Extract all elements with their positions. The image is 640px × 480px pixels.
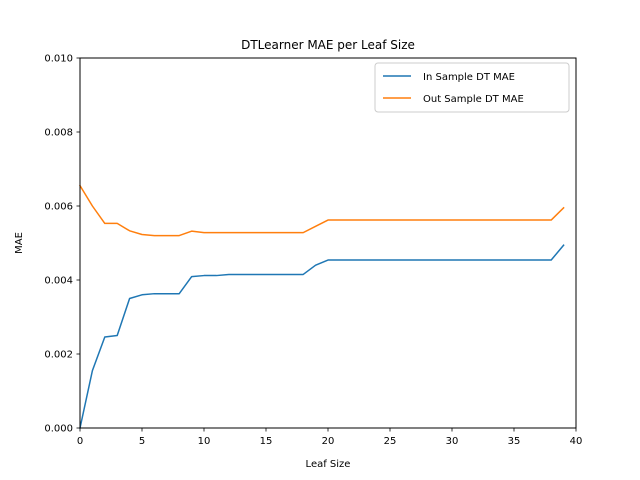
x-axis-label: Leaf Size — [306, 459, 351, 470]
x-tick-label: 15 — [260, 436, 273, 447]
x-tick-label: 25 — [384, 436, 397, 447]
x-tick-label: 30 — [446, 436, 459, 447]
y-tick-label: 0.002 — [44, 350, 73, 361]
y-tick-label: 0.010 — [44, 54, 73, 65]
x-tick-label: 20 — [322, 436, 335, 447]
chart-title: DTLearner MAE per Leaf Size — [241, 38, 415, 52]
legend: In Sample DT MAE Out Sample DT MAE — [374, 62, 570, 113]
x-tick-label: 35 — [508, 436, 521, 447]
x-tick-label: 10 — [198, 436, 211, 447]
series-line-in-sample — [79, 244, 565, 429]
legend-label-out-sample: Out Sample DT MAE — [423, 94, 524, 105]
x-tick-label: 5 — [139, 436, 145, 447]
legend-box — [374, 62, 570, 113]
x-tick-label: 40 — [570, 436, 583, 447]
y-axis: 0.000 0.002 0.004 0.006 0.008 0.010 — [44, 54, 80, 435]
legend-label-in-sample: In Sample DT MAE — [423, 72, 515, 83]
x-axis: 0 5 10 15 20 25 30 35 40 — [77, 428, 583, 447]
x-tick-label: 0 — [77, 436, 83, 447]
series-line-out-sample — [78, 184, 565, 237]
y-tick-label: 0.006 — [44, 202, 73, 213]
y-axis-label: MAE — [14, 232, 25, 254]
y-tick-label: 0.004 — [44, 276, 73, 287]
plot-lines — [78, 184, 565, 429]
y-tick-label: 0.008 — [44, 128, 73, 139]
y-tick-label: 0.000 — [44, 424, 73, 435]
